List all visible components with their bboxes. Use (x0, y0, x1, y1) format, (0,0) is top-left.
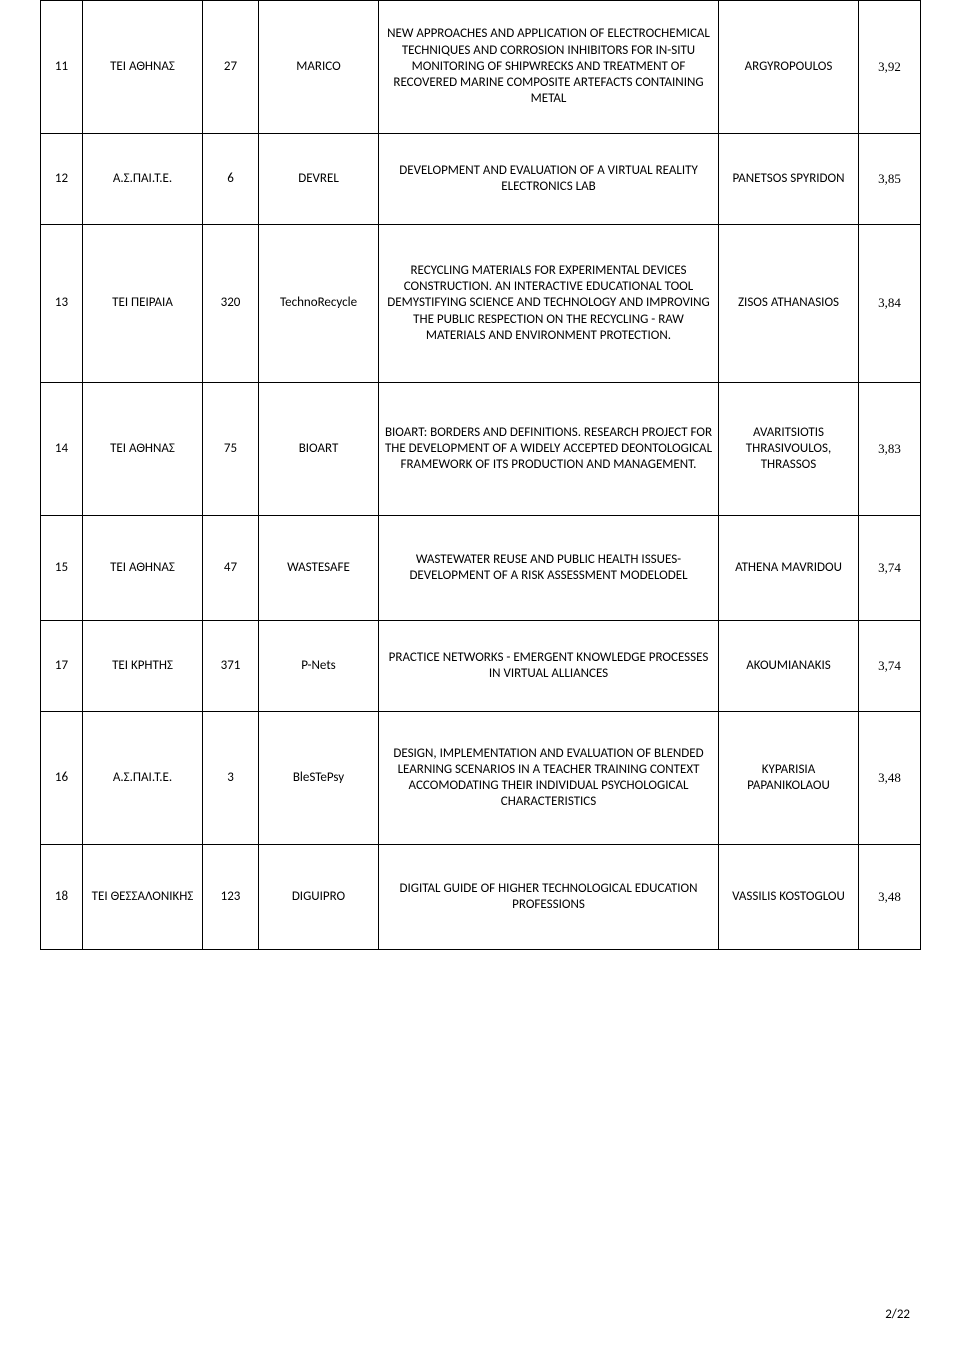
contact: ARGYROPOULOS (719, 1, 859, 134)
project-id: 3 (203, 712, 259, 845)
project-id: 6 (203, 134, 259, 225)
acronym: DEVREL (259, 134, 379, 225)
project-id: 47 (203, 516, 259, 621)
institution: ΤΕΙ ΑΘΗΝΑΣ (83, 516, 203, 621)
contact: ATHENA MAVRIDOU (719, 516, 859, 621)
score: 3,83 (859, 383, 921, 516)
project-id: 75 (203, 383, 259, 516)
acronym: P-Nets (259, 621, 379, 712)
row-number: 18 (41, 845, 83, 950)
row-number: 11 (41, 1, 83, 134)
institution: ΤΕΙ ΘΕΣΣΑΛΟΝΙΚΗΣ (83, 845, 203, 950)
description: BIOART: BORDERS AND DEFINITIONS. RESEARC… (379, 383, 719, 516)
institution: ΤΕΙ ΚΡΗΤΗΣ (83, 621, 203, 712)
acronym: BIOART (259, 383, 379, 516)
institution: ΤΕΙ ΠΕΙΡΑΙΑ (83, 225, 203, 383)
description: PRACTICE NETWORKS - EMERGENT KNOWLEDGE P… (379, 621, 719, 712)
table-row: 13ΤΕΙ ΠΕΙΡΑΙΑ320TechnoRecycleRECYCLING M… (41, 225, 921, 383)
score: 3,48 (859, 712, 921, 845)
contact: AKOUMIANAKIS (719, 621, 859, 712)
table-row: 16Α.Σ.ΠΑΙ.Τ.Ε.3BleSTePsyDESIGN, IMPLEMEN… (41, 712, 921, 845)
table-row: 14ΤΕΙ ΑΘΗΝΑΣ75BIOARTBIOART: BORDERS AND … (41, 383, 921, 516)
description: DEVELOPMENT AND EVALUATION OF A VIRTUAL … (379, 134, 719, 225)
institution: Α.Σ.ΠΑΙ.Τ.Ε. (83, 134, 203, 225)
row-number: 12 (41, 134, 83, 225)
row-number: 14 (41, 383, 83, 516)
row-number: 17 (41, 621, 83, 712)
description: RECYCLING MATERIALS FOR EXPERIMENTAL DEV… (379, 225, 719, 383)
acronym: MARICO (259, 1, 379, 134)
project-id: 27 (203, 1, 259, 134)
institution: ΤΕΙ ΑΘΗΝΑΣ (83, 383, 203, 516)
project-id: 320 (203, 225, 259, 383)
contact: KYPARISIA PAPANIKOLAOU (719, 712, 859, 845)
institution: Α.Σ.ΠΑΙ.Τ.Ε. (83, 712, 203, 845)
score: 3,74 (859, 516, 921, 621)
table-row: 17ΤΕΙ ΚΡΗΤΗΣ371P-NetsPRACTICE NETWORKS -… (41, 621, 921, 712)
contact: PANETSOS SPYRIDON (719, 134, 859, 225)
score: 3,48 (859, 845, 921, 950)
row-number: 16 (41, 712, 83, 845)
table-row: 18ΤΕΙ ΘΕΣΣΑΛΟΝΙΚΗΣ123DIGUIPRODIGITAL GUI… (41, 845, 921, 950)
description: DIGITAL GUIDE OF HIGHER TECHNOLOGICAL ED… (379, 845, 719, 950)
acronym: DIGUIPRO (259, 845, 379, 950)
row-number: 13 (41, 225, 83, 383)
contact: AVARITSIOTIS THRASIVOULOS, THRASSOS (719, 383, 859, 516)
score: 3,74 (859, 621, 921, 712)
acronym: WASTESAFE (259, 516, 379, 621)
contact: VASSILIS KOSTOGLOU (719, 845, 859, 950)
acronym: TechnoRecycle (259, 225, 379, 383)
score: 3,85 (859, 134, 921, 225)
table-row: 11ΤΕΙ ΑΘΗΝΑΣ27MARICONEW APPROACHES AND A… (41, 1, 921, 134)
score: 3,84 (859, 225, 921, 383)
project-id: 371 (203, 621, 259, 712)
acronym: BleSTePsy (259, 712, 379, 845)
table-row: 12Α.Σ.ΠΑΙ.Τ.Ε.6DEVRELDEVELOPMENT AND EVA… (41, 134, 921, 225)
score: 3,92 (859, 1, 921, 134)
contact: ZISOS ATHANASIOS (719, 225, 859, 383)
table-row: 15ΤΕΙ ΑΘΗΝΑΣ47WASTESAFEWASTEWATER REUSE … (41, 516, 921, 621)
description: NEW APPROACHES AND APPLICATION OF ELECTR… (379, 1, 719, 134)
project-id: 123 (203, 845, 259, 950)
projects-table: 11ΤΕΙ ΑΘΗΝΑΣ27MARICONEW APPROACHES AND A… (40, 0, 921, 950)
description: DESIGN, IMPLEMENTATION AND EVALUATION OF… (379, 712, 719, 845)
institution: ΤΕΙ ΑΘΗΝΑΣ (83, 1, 203, 134)
description: WASTEWATER REUSE AND PUBLIC HEALTH ISSUE… (379, 516, 719, 621)
page-number: 2/22 (885, 1307, 910, 1322)
row-number: 15 (41, 516, 83, 621)
